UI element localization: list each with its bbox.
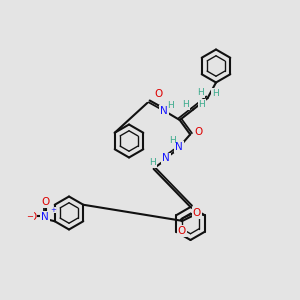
- Text: O: O: [194, 127, 203, 137]
- Text: −: −: [26, 212, 34, 221]
- Text: H: H: [198, 88, 204, 97]
- Text: O: O: [193, 208, 201, 218]
- Text: O: O: [42, 197, 50, 207]
- Text: H: H: [169, 136, 175, 146]
- Text: H: H: [212, 89, 218, 98]
- Text: H: H: [167, 101, 174, 110]
- Text: N: N: [162, 153, 170, 164]
- Text: N: N: [160, 106, 168, 116]
- Text: +: +: [50, 207, 56, 213]
- Text: H: H: [150, 158, 156, 167]
- Text: O: O: [154, 89, 163, 99]
- Text: O: O: [178, 226, 186, 236]
- Text: N: N: [175, 142, 183, 152]
- Text: H: H: [198, 100, 205, 109]
- Text: O: O: [28, 212, 37, 222]
- Text: N: N: [41, 212, 49, 222]
- Text: H: H: [182, 100, 189, 109]
